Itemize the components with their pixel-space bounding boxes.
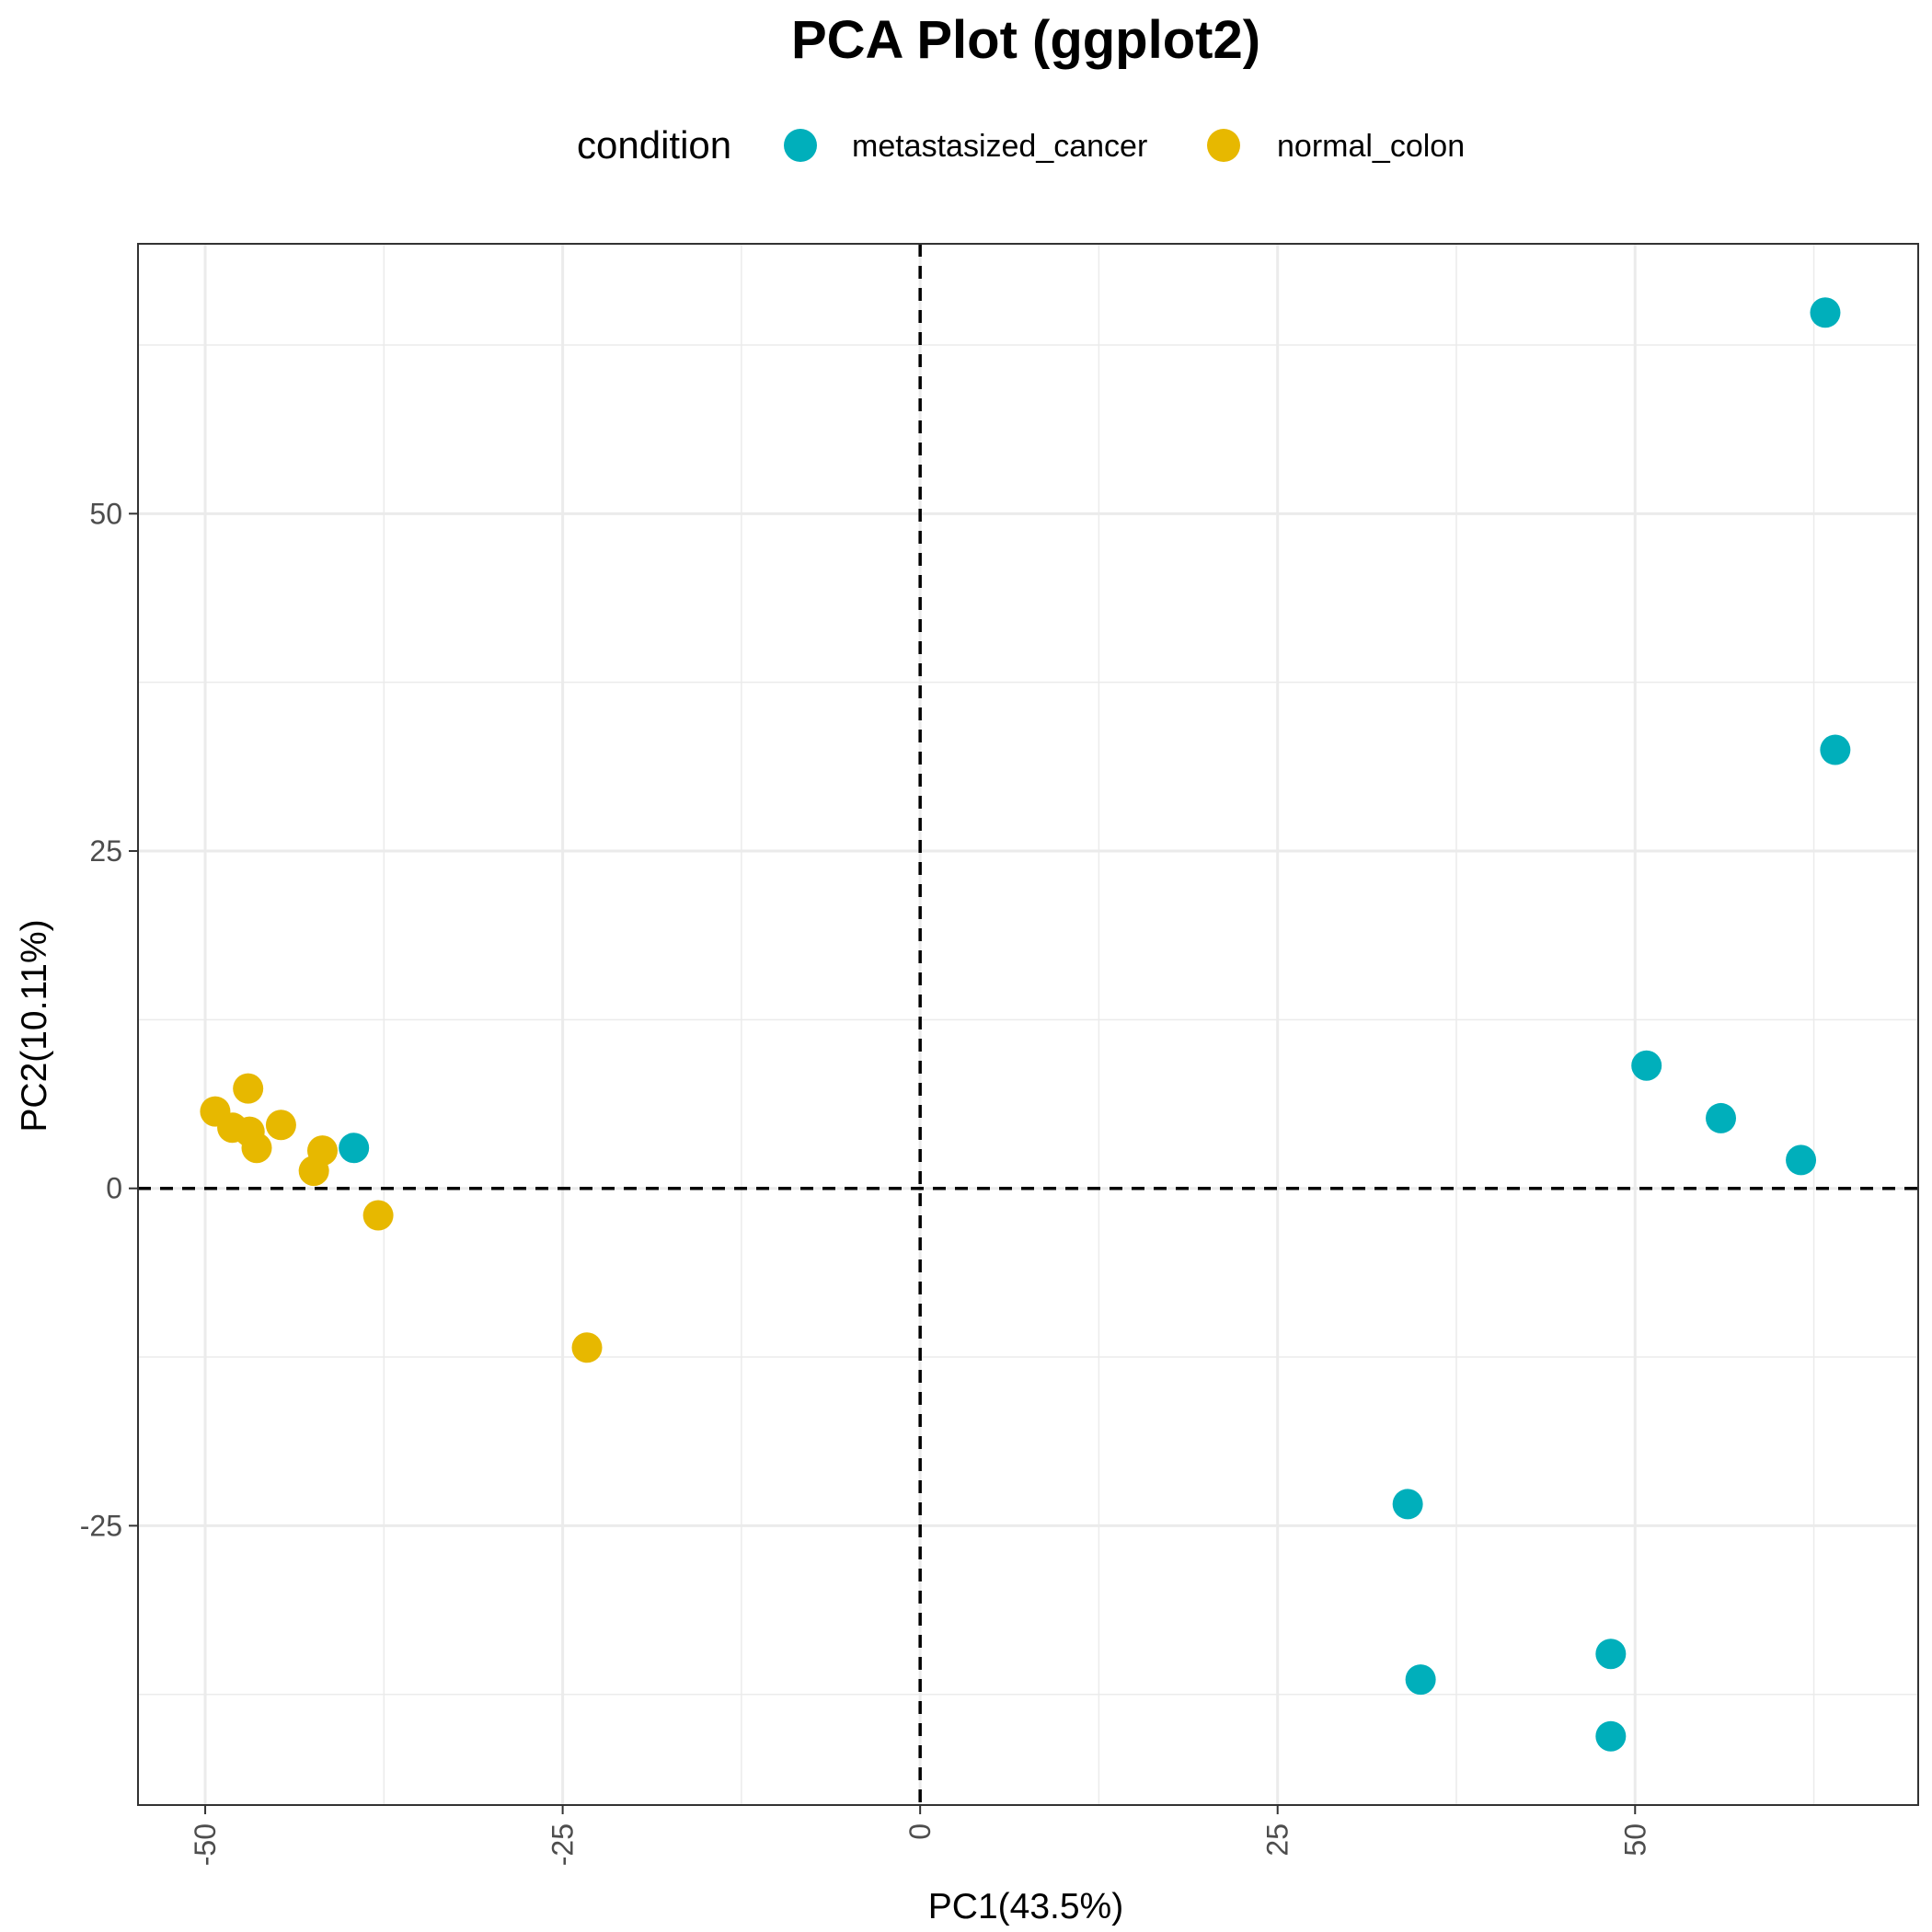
x-tick-label: 50 xyxy=(1618,1823,1651,1857)
x-tick-label: -25 xyxy=(546,1823,580,1866)
legend: condition metastasized_cancer normal_col… xyxy=(577,123,1465,167)
point-metastasized-cancer xyxy=(1595,1639,1627,1670)
x-tick-label: -50 xyxy=(189,1823,222,1866)
point-metastasized-cancer xyxy=(339,1133,370,1164)
legend-key-normal-colon xyxy=(1207,129,1240,162)
x-tick-label: 0 xyxy=(903,1823,937,1840)
major-gridlines xyxy=(138,244,1918,1805)
point-metastasized-cancer xyxy=(1392,1489,1423,1520)
x-axis-ticks: -50 -25 0 25 50 xyxy=(189,1805,1651,1866)
legend-label-metastasized-cancer: metastasized_cancer xyxy=(852,129,1147,164)
y-tick-label: -25 xyxy=(80,1509,122,1542)
y-tick-label: 0 xyxy=(106,1172,122,1205)
minor-gridlines xyxy=(138,244,1918,1805)
point-metastasized-cancer xyxy=(1786,1144,1817,1176)
y-tick-label: 50 xyxy=(89,497,122,530)
y-tick-label: 25 xyxy=(89,834,122,868)
point-metastasized-cancer xyxy=(1631,1050,1662,1081)
point-normal-colon xyxy=(362,1200,394,1231)
chart-title: PCA Plot (ggplot2) xyxy=(791,10,1260,70)
point-metastasized-cancer xyxy=(1820,734,1851,765)
plot-panel-border xyxy=(137,243,1919,1806)
reference-lines xyxy=(138,244,1918,1805)
point-normal-colon xyxy=(241,1133,272,1164)
point-normal-colon xyxy=(571,1332,603,1363)
y-axis-ticks: -25 0 25 50 xyxy=(80,497,138,1542)
point-normal-colon xyxy=(233,1073,264,1104)
y-axis-title: PC2(10.11%) xyxy=(15,919,54,1132)
point-normal-colon xyxy=(298,1156,329,1187)
x-axis-title: PC1(43.5%) xyxy=(928,1887,1123,1926)
legend-key-metastasized-cancer xyxy=(784,129,817,162)
point-normal-colon xyxy=(265,1110,296,1141)
legend-title: condition xyxy=(577,123,731,167)
data-points xyxy=(200,297,1851,1752)
plot-panel-background xyxy=(138,244,1918,1805)
legend-label-normal-colon: normal_colon xyxy=(1277,129,1465,164)
point-metastasized-cancer xyxy=(1706,1102,1737,1133)
point-metastasized-cancer xyxy=(1810,297,1841,328)
point-metastasized-cancer xyxy=(1405,1664,1436,1696)
x-tick-label: 25 xyxy=(1261,1823,1294,1857)
point-metastasized-cancer xyxy=(1595,1720,1627,1752)
